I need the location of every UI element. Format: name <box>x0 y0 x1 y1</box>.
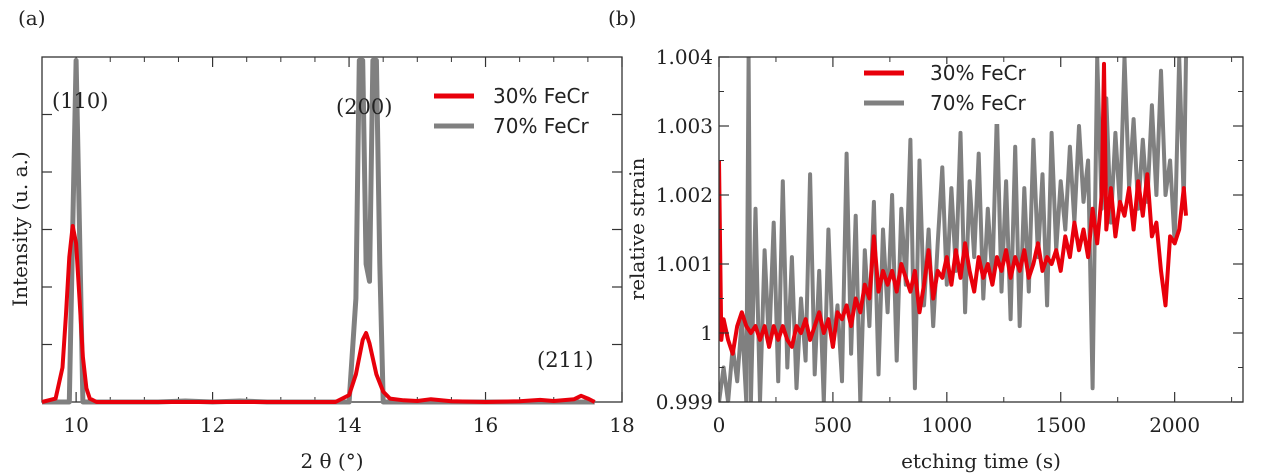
b-series-70-line <box>719 57 1188 402</box>
b-y-tick-label: 0.999 <box>656 390 713 414</box>
peak-label-110: (110) <box>52 89 108 113</box>
panel-a-label: (a) <box>18 6 46 30</box>
b-y-tick-label: 1 <box>700 321 713 345</box>
b-x-tick-label: 1000 <box>921 413 972 437</box>
b-y-tick-label: 1.002 <box>656 183 713 207</box>
a-x-tick-label: 10 <box>63 413 88 437</box>
a-x-tick-label: 16 <box>473 413 498 437</box>
b-y-tick-label: 1.004 <box>656 45 713 69</box>
panel-b-series <box>719 57 1188 402</box>
panel-b-legend: 30% FeCr 70% FeCr <box>858 61 1038 124</box>
legend-b-70-label: 70% FeCr <box>930 91 1026 115</box>
panel-a-series <box>41 57 596 405</box>
panel-b: (b) 0 500 1000 1500 2000 0.999 1 1.001 1.002 1.0… <box>608 6 1244 473</box>
panel-a-x-tick-labels: 10 12 14 16 18 <box>63 413 634 437</box>
b-x-tick-label: 1500 <box>1035 413 1086 437</box>
panel-a: (a) 10 12 14 16 18 (110) (200) (211) 30% FeC… <box>8 6 635 473</box>
a-series-30-line <box>41 224 596 404</box>
legend-a-30-label: 30% FeCr <box>493 84 589 108</box>
panel-a-legend: 30% FeCr 70% FeCr <box>434 84 589 138</box>
b-series-30-line <box>719 61 1188 356</box>
panel-a-frame <box>41 56 623 403</box>
b-x-tick-label: 500 <box>814 413 852 437</box>
panel-a-ticks <box>41 57 623 402</box>
panel-b-y-axis-label: relative strain <box>625 158 649 301</box>
panel-b-ticks <box>718 56 1243 403</box>
a-x-tick-label: 14 <box>336 413 361 437</box>
panel-b-x-tick-labels: 0 500 1000 1500 2000 <box>713 413 1200 437</box>
b-x-tick-label: 2000 <box>1149 413 1200 437</box>
panel-b-y-tick-labels: 0.999 1 1.001 1.002 1.003 1.004 <box>656 45 713 414</box>
a-x-tick-label: 18 <box>609 413 634 437</box>
legend-a-70-label: 70% FeCr <box>493 114 589 138</box>
panel-a-y-axis-label: Intensity (u. a.) <box>8 151 32 306</box>
peak-label-200: (200) <box>336 95 392 119</box>
peak-label-211: (211) <box>537 348 593 372</box>
panel-b-x-axis-label: etching time (s) <box>901 449 1061 473</box>
b-x-tick-label: 0 <box>713 413 726 437</box>
b-y-tick-label: 1.003 <box>656 114 713 138</box>
legend-b-30-label: 30% FeCr <box>930 61 1026 85</box>
a-series-70-line <box>42 57 595 405</box>
a-x-tick-label: 12 <box>200 413 225 437</box>
b-y-tick-label: 1.001 <box>656 252 713 276</box>
panel-a-x-axis-label: 2 θ (°) <box>300 449 363 473</box>
panel-b-label: (b) <box>608 6 636 30</box>
